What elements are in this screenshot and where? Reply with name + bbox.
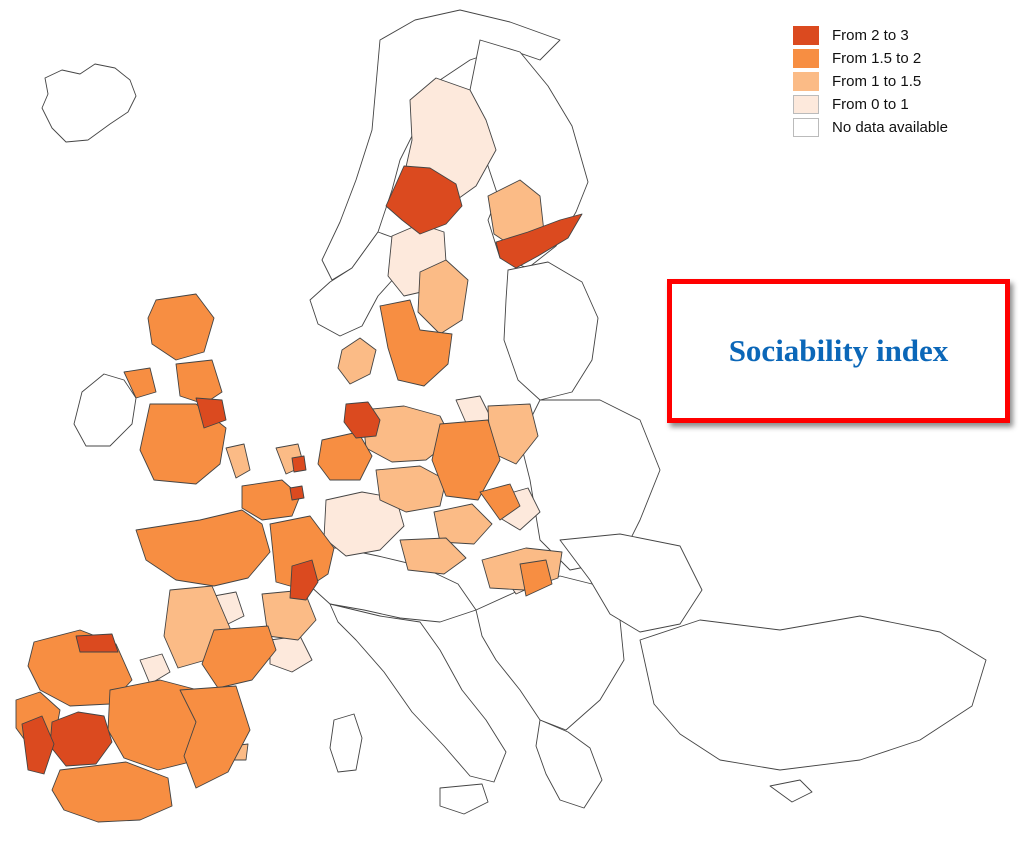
legend-swatch-0-1 [793, 95, 819, 114]
region-baltics [503, 261, 599, 401]
region-sardinia [329, 713, 363, 773]
legend-label-0-1: From 0 to 1 [832, 96, 909, 113]
legend-item-1-1.5: From 1 to 1.5 [793, 70, 948, 93]
legend-label-1.5-2: From 1.5 to 2 [832, 50, 922, 67]
region-sweden-east [417, 259, 469, 335]
class-2-3-regions [21, 165, 583, 775]
legend-item-2-3: From 2 to 3 [793, 24, 948, 47]
region-czech [433, 503, 493, 545]
region-greece [535, 719, 603, 809]
region-austria [399, 537, 467, 575]
legend-label-no-data: No data available [832, 119, 948, 136]
region-spain-north [139, 653, 171, 685]
region-spain-extremadura [49, 711, 113, 767]
legend-swatch-1-1.5 [793, 72, 819, 91]
region-france-rhone [289, 559, 319, 601]
region-germany-west [317, 431, 373, 481]
region-slovakia [479, 483, 521, 521]
region-romania [559, 533, 703, 633]
region-france-south [201, 625, 277, 689]
region-netherlands-a [291, 455, 307, 473]
region-hungary-b [519, 559, 553, 597]
region-scotland [147, 293, 215, 361]
legend: From 2 to 3 From 1.5 to 2 From 1 to 1.5 … [793, 24, 948, 139]
region-ireland [73, 373, 137, 447]
region-belgium [289, 485, 305, 501]
region-denmark [337, 337, 377, 385]
map-title: Sociability index [728, 333, 949, 368]
region-alps-fr [269, 635, 313, 673]
region-cyprus [769, 779, 813, 803]
region-iberia-east [179, 685, 251, 789]
region-england-north [175, 359, 223, 405]
region-balkans [475, 575, 625, 731]
region-spain-asturias [75, 633, 119, 653]
region-germany-b [375, 465, 447, 513]
region-england-ne [195, 397, 227, 429]
legend-label-1-1.5: From 1 to 1.5 [832, 73, 922, 90]
region-benelux [241, 479, 301, 521]
legend-swatch-no-data [793, 118, 819, 137]
region-france-north [135, 509, 271, 587]
region-norway-north [321, 9, 561, 281]
region-france-east [269, 515, 335, 591]
region-alps [305, 547, 477, 623]
region-sweden-norrland [385, 165, 463, 235]
legend-swatch-1.5-2 [793, 49, 819, 68]
region-italy [329, 603, 507, 783]
region-sweden-south [379, 299, 453, 387]
region-iberia-south [51, 761, 173, 823]
region-finland-south [495, 213, 583, 269]
region-portugal-center [21, 715, 55, 775]
region-uk-south [225, 443, 251, 479]
region-uk-island [123, 367, 157, 399]
region-iceland [41, 63, 137, 143]
title-box: Sociability index [667, 279, 1010, 423]
legend-label-2-3: From 2 to 3 [832, 27, 909, 44]
no-data-regions [41, 9, 987, 815]
legend-item-1.5-2: From 1.5 to 2 [793, 47, 948, 70]
legend-swatch-2-3 [793, 26, 819, 45]
region-germany-north [343, 401, 381, 439]
region-sicily [439, 783, 489, 815]
legend-item-no-data: No data available [793, 116, 948, 139]
legend-item-0-1: From 0 to 1 [793, 93, 948, 116]
region-turkey [639, 615, 987, 771]
region-poland-b [431, 419, 501, 501]
